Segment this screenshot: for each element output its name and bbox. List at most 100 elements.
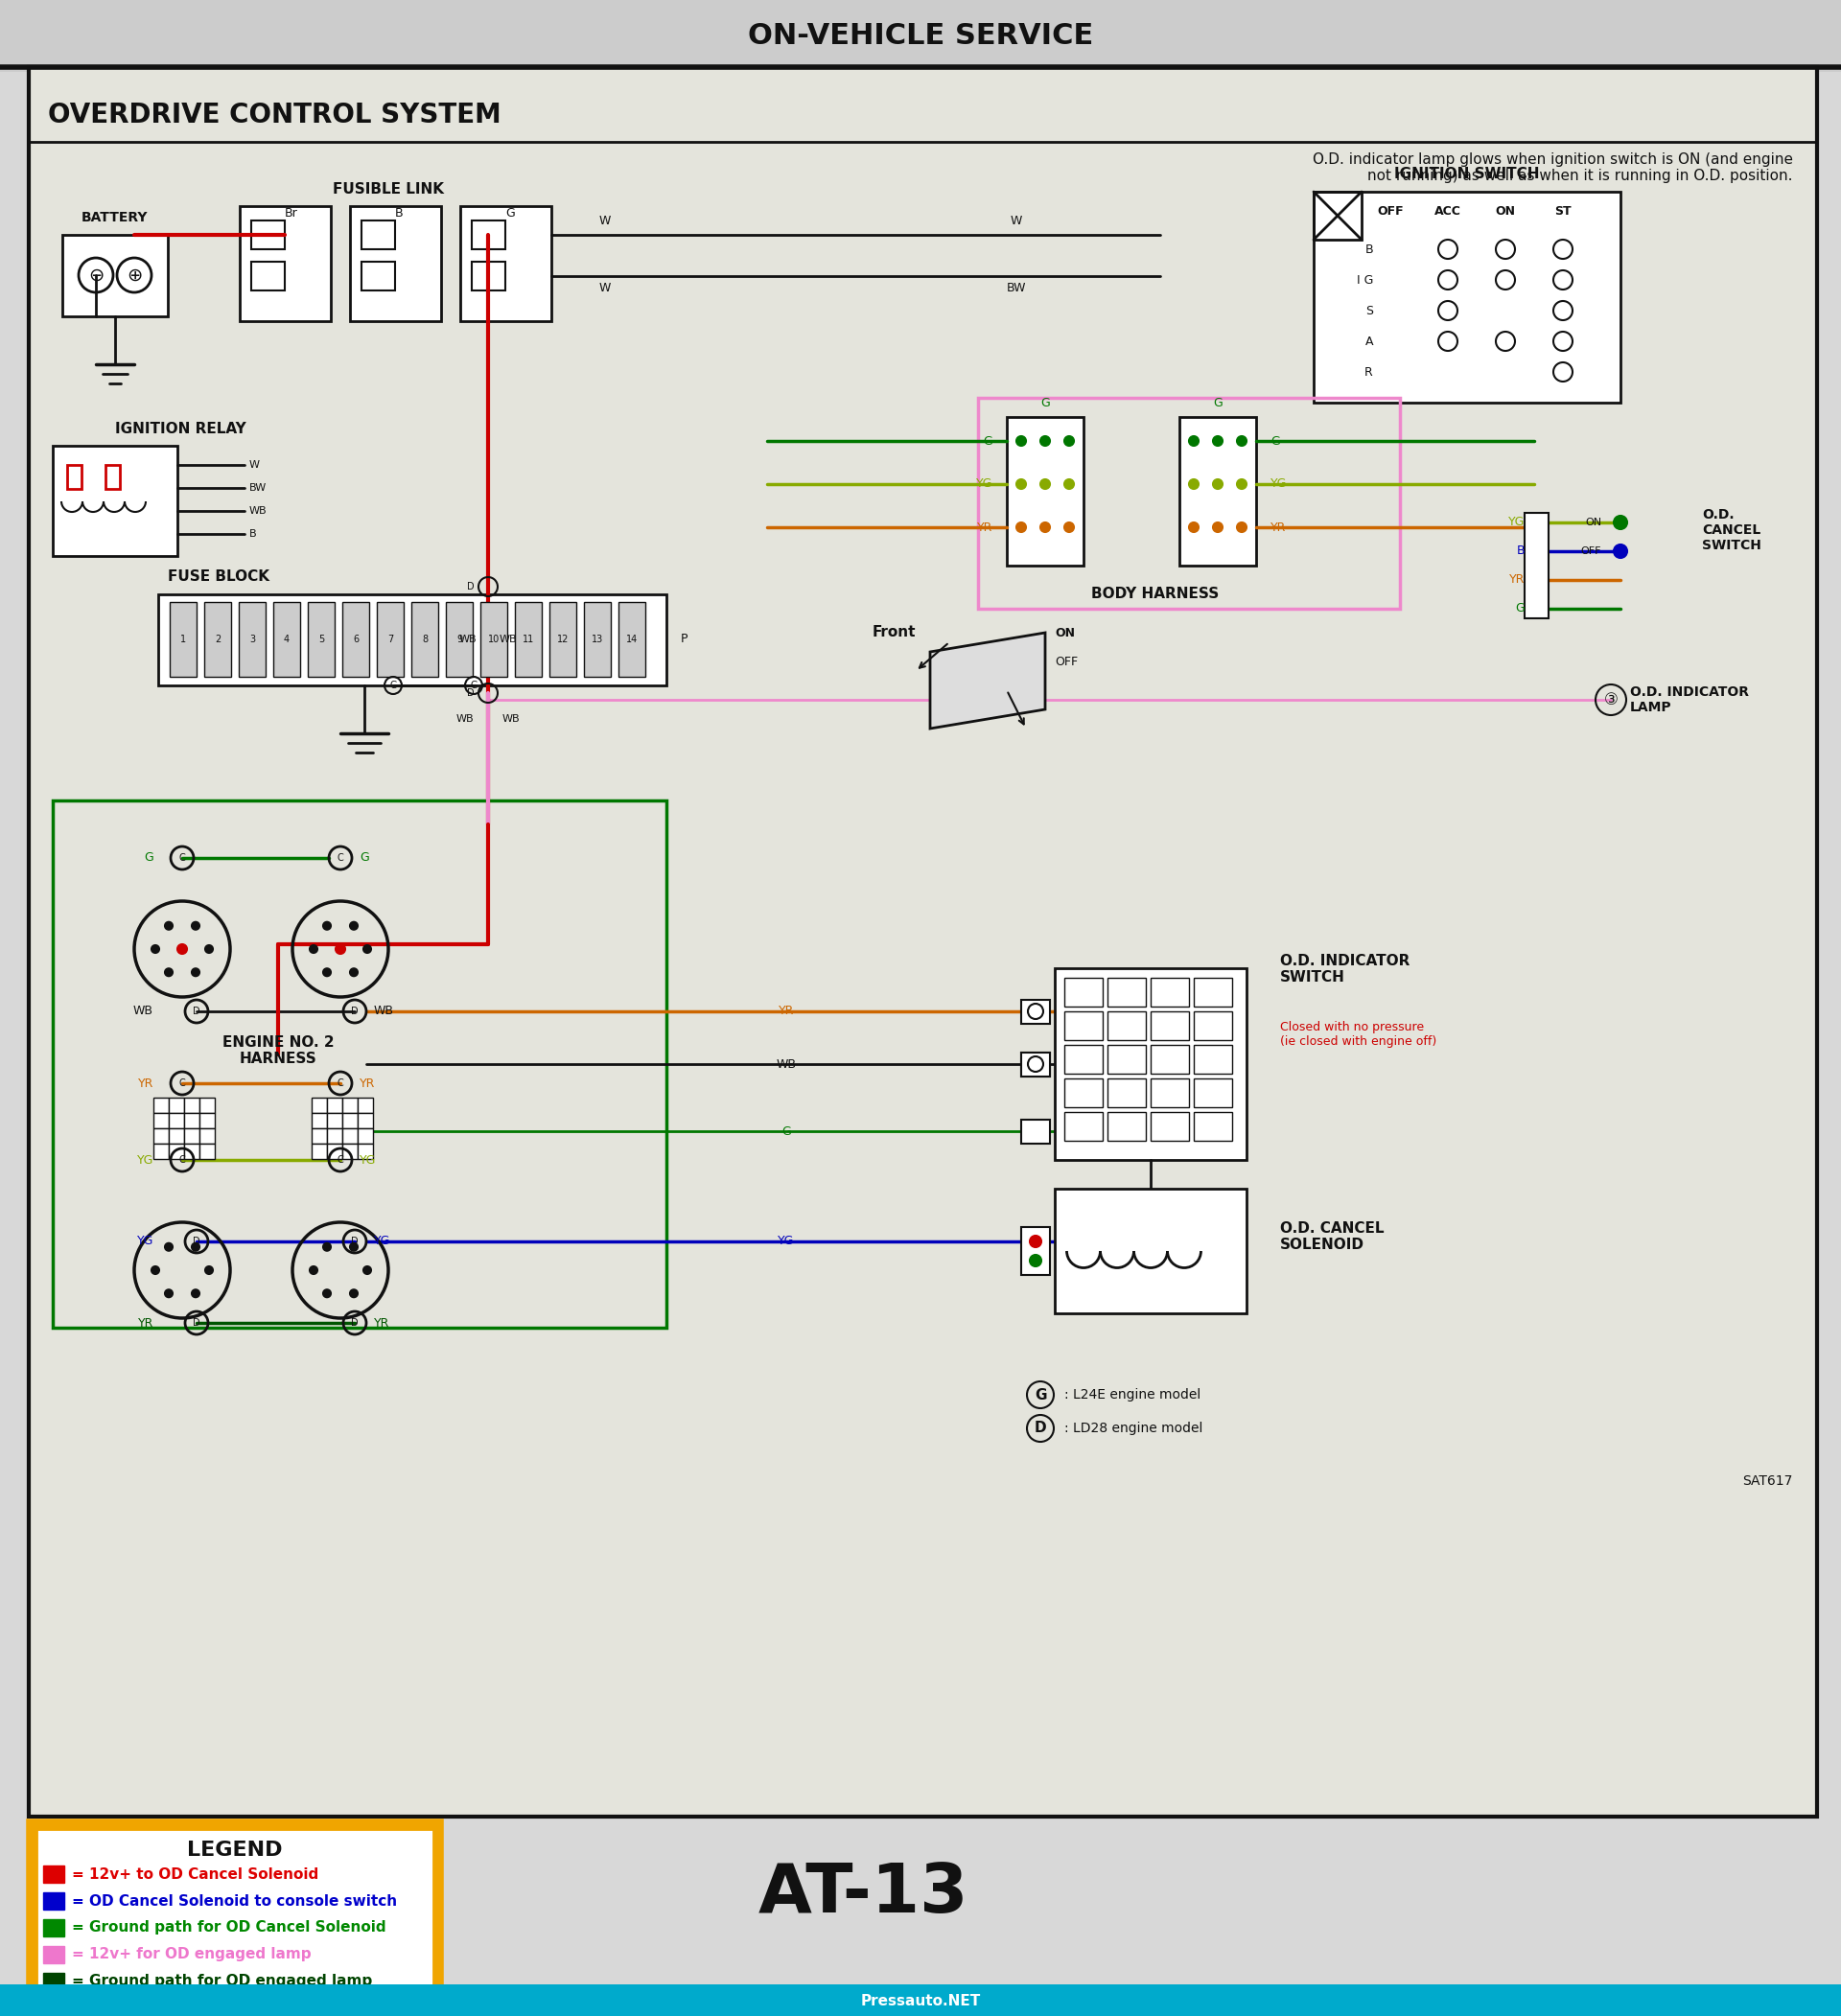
Text: OVERDRIVE CONTROL SYSTEM: OVERDRIVE CONTROL SYSTEM bbox=[48, 101, 501, 129]
Bar bbox=[471, 262, 504, 290]
Text: YR: YR bbox=[374, 1316, 390, 1329]
Text: G: G bbox=[359, 851, 368, 865]
Circle shape bbox=[204, 1266, 214, 1274]
Text: = 12v+ for OD engaged lamp: = 12v+ for OD engaged lamp bbox=[72, 1947, 311, 1962]
Bar bbox=[1151, 1044, 1189, 1075]
Text: D: D bbox=[468, 583, 475, 591]
Bar bbox=[342, 1097, 357, 1113]
Bar bbox=[1193, 1079, 1232, 1107]
Text: YG: YG bbox=[1508, 516, 1524, 528]
Text: C: C bbox=[337, 1079, 344, 1089]
Text: WB: WB bbox=[374, 1006, 394, 1018]
Text: 4: 4 bbox=[284, 635, 289, 645]
Text: YR: YR bbox=[1270, 520, 1287, 534]
Text: ON: ON bbox=[1495, 206, 1515, 218]
Bar bbox=[1108, 1079, 1145, 1107]
Bar bbox=[1193, 1113, 1232, 1141]
Circle shape bbox=[1213, 480, 1222, 490]
Text: LEGEND: LEGEND bbox=[188, 1841, 284, 1859]
Text: ON: ON bbox=[1585, 518, 1602, 528]
Circle shape bbox=[335, 943, 346, 954]
Text: YG: YG bbox=[136, 1153, 153, 1165]
Text: C: C bbox=[337, 1155, 344, 1165]
Text: Br: Br bbox=[285, 208, 298, 220]
Bar bbox=[1064, 1044, 1103, 1075]
Text: YR: YR bbox=[138, 1077, 153, 1089]
Circle shape bbox=[166, 968, 173, 976]
Bar bbox=[199, 1097, 215, 1113]
Circle shape bbox=[363, 1266, 372, 1274]
Circle shape bbox=[1189, 435, 1198, 446]
Text: B: B bbox=[1364, 244, 1373, 256]
Text: = 12v+ to OD Cancel Solenoid: = 12v+ to OD Cancel Solenoid bbox=[72, 1867, 318, 1881]
Text: B: B bbox=[249, 528, 256, 538]
Bar bbox=[42, 1919, 64, 1937]
Bar bbox=[1180, 417, 1256, 566]
Bar bbox=[471, 220, 504, 250]
Bar bbox=[199, 1113, 215, 1129]
Text: WB: WB bbox=[133, 1006, 153, 1018]
Circle shape bbox=[1040, 435, 1049, 446]
Text: BW: BW bbox=[1007, 282, 1025, 294]
Circle shape bbox=[166, 1290, 173, 1296]
Circle shape bbox=[151, 946, 158, 954]
Bar bbox=[481, 603, 508, 677]
Bar bbox=[272, 603, 300, 677]
Circle shape bbox=[1064, 522, 1073, 532]
Bar bbox=[515, 603, 541, 677]
Bar bbox=[153, 1143, 169, 1159]
Text: D: D bbox=[193, 1318, 201, 1329]
Circle shape bbox=[350, 1244, 357, 1250]
Bar bbox=[239, 206, 331, 321]
Bar bbox=[1022, 1119, 1049, 1143]
Text: YR: YR bbox=[359, 1077, 376, 1089]
Text: O.D.
CANCEL
SWITCH: O.D. CANCEL SWITCH bbox=[1701, 508, 1762, 552]
Text: ③: ③ bbox=[1604, 691, 1618, 708]
Circle shape bbox=[1213, 522, 1222, 532]
Text: : L24E engine model: : L24E engine model bbox=[1064, 1389, 1200, 1401]
Bar bbox=[1193, 1012, 1232, 1040]
Text: R: R bbox=[1364, 365, 1373, 379]
Bar bbox=[1151, 1113, 1189, 1141]
Text: O.D. CANCEL
SOLENOID: O.D. CANCEL SOLENOID bbox=[1279, 1222, 1384, 1252]
Text: B: B bbox=[396, 208, 403, 220]
Bar bbox=[978, 397, 1399, 609]
Circle shape bbox=[1237, 435, 1246, 446]
Text: ⊕: ⊕ bbox=[127, 266, 142, 284]
Text: D: D bbox=[193, 1236, 201, 1246]
Bar bbox=[1314, 192, 1620, 403]
Text: BATTERY: BATTERY bbox=[81, 212, 149, 224]
Bar bbox=[184, 1143, 199, 1159]
Circle shape bbox=[204, 946, 214, 954]
Bar bbox=[250, 262, 285, 290]
Text: O.D. indicator lamp glows when ignition switch is ON (and engine
not running) as: O.D. indicator lamp glows when ignition … bbox=[1313, 153, 1793, 183]
Text: WB: WB bbox=[458, 635, 477, 645]
Circle shape bbox=[177, 943, 188, 954]
Text: ENGINE NO. 2
HARNESS: ENGINE NO. 2 HARNESS bbox=[223, 1036, 333, 1066]
Circle shape bbox=[191, 921, 199, 929]
Bar bbox=[342, 1143, 357, 1159]
Text: O.D. INDICATOR
LAMP: O.D. INDICATOR LAMP bbox=[1629, 685, 1749, 714]
Text: WB: WB bbox=[503, 714, 521, 724]
Circle shape bbox=[350, 921, 357, 929]
Circle shape bbox=[1237, 522, 1246, 532]
Text: Closed with no pressure
(ie closed with engine off): Closed with no pressure (ie closed with … bbox=[1279, 1020, 1436, 1048]
Bar bbox=[53, 800, 666, 1329]
Text: W: W bbox=[600, 282, 611, 294]
Text: 8: 8 bbox=[422, 635, 427, 645]
Circle shape bbox=[350, 1290, 357, 1296]
Text: YG: YG bbox=[779, 1236, 795, 1248]
Circle shape bbox=[166, 921, 173, 929]
Bar bbox=[377, 603, 403, 677]
Bar bbox=[158, 595, 666, 685]
Text: 1: 1 bbox=[180, 635, 186, 645]
Text: D: D bbox=[352, 1006, 359, 1016]
Text: BODY HARNESS: BODY HARNESS bbox=[1092, 587, 1219, 601]
Bar bbox=[460, 206, 550, 321]
Circle shape bbox=[1016, 522, 1025, 532]
Text: ACC: ACC bbox=[1434, 206, 1462, 218]
Text: B: B bbox=[1517, 544, 1524, 558]
Text: P: P bbox=[681, 633, 689, 645]
Text: = OD Cancel Solenoid to console switch: = OD Cancel Solenoid to console switch bbox=[72, 1893, 398, 1909]
Text: 5: 5 bbox=[318, 635, 324, 645]
